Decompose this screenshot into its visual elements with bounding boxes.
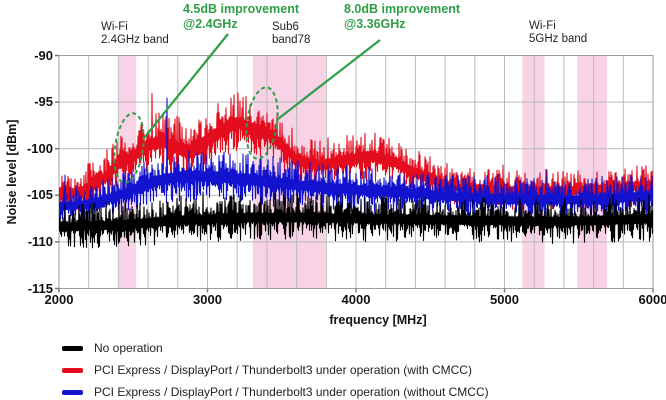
legend: No operation PCI Express / DisplayPort /… [62, 340, 489, 400]
x-tick-label: 3000 [193, 292, 222, 307]
x-tick-label: 4000 [341, 292, 371, 307]
band-label-wifi-5g: Wi-Fi 5GHz band [529, 20, 587, 46]
y-axis-title: Noise level [dBm] [5, 119, 19, 225]
legend-label: PCI Express / DisplayPort / Thunderbolt3… [94, 385, 489, 399]
band-label-line: band78 [272, 34, 311, 46]
annotation-line: @2.4GHz [183, 17, 238, 31]
band-label-line: Sub6 [272, 21, 299, 33]
legend-swatch-black [62, 345, 83, 351]
frequency-band-highlight [522, 55, 545, 289]
improvement-annotation-3g36: 8.0dB improvement @3.36GHz [344, 2, 460, 32]
improvement-annotation-2g4: 4.5dB improvement @2.4GHz [183, 2, 299, 32]
annotation-ellipse [113, 112, 145, 184]
trace-without-cmcc [59, 97, 653, 226]
annotation-line: @3.36GHz [344, 17, 406, 31]
annotation-line: 8.0dB improvement [344, 2, 461, 16]
annotation-pointer-line [277, 39, 381, 120]
legend-label: No operation [94, 341, 163, 355]
y-tick-label: -90 [34, 47, 53, 63]
y-tick-label: -100 [26, 140, 53, 156]
band-label-line: 2.4GHz band [101, 34, 169, 46]
band-label-sub6-band78: Sub6 band78 [272, 21, 310, 47]
x-tick-label: 5000 [490, 292, 519, 307]
annotation-line: 4.5dB improvement [183, 2, 300, 16]
x-tick-label: 6000 [638, 292, 666, 307]
y-tick-label: -105 [26, 187, 53, 203]
band-label-line: 5GHz band [529, 33, 588, 45]
legend-label: PCI Express / DisplayPort / Thunderbolt3… [94, 363, 472, 377]
band-label-line: Wi-Fi [529, 20, 556, 32]
x-tick-label: 2000 [44, 292, 74, 307]
y-tick-label: -95 [34, 94, 53, 110]
y-tick-label: -110 [27, 233, 53, 249]
trace-no-operation [59, 191, 653, 249]
legend-swatch-red [62, 367, 83, 373]
legend-row-with-cmcc: PCI Express / DisplayPort / Thunderbolt3… [62, 362, 489, 378]
annotation-pointer-line [143, 33, 229, 139]
legend-row-no-operation: No operation [62, 340, 489, 356]
frequency-band-highlight [577, 55, 607, 289]
x-axis-title: frequency [MHz] [329, 313, 427, 327]
band-label-line: Wi-Fi [101, 21, 128, 33]
legend-swatch-blue [62, 389, 83, 395]
legend-row-without-cmcc: PCI Express / DisplayPort / Thunderbolt3… [62, 384, 489, 400]
band-label-wifi-2g4: Wi-Fi 2.4GHz band [101, 21, 169, 47]
y-tick-label: -115 [27, 280, 53, 296]
